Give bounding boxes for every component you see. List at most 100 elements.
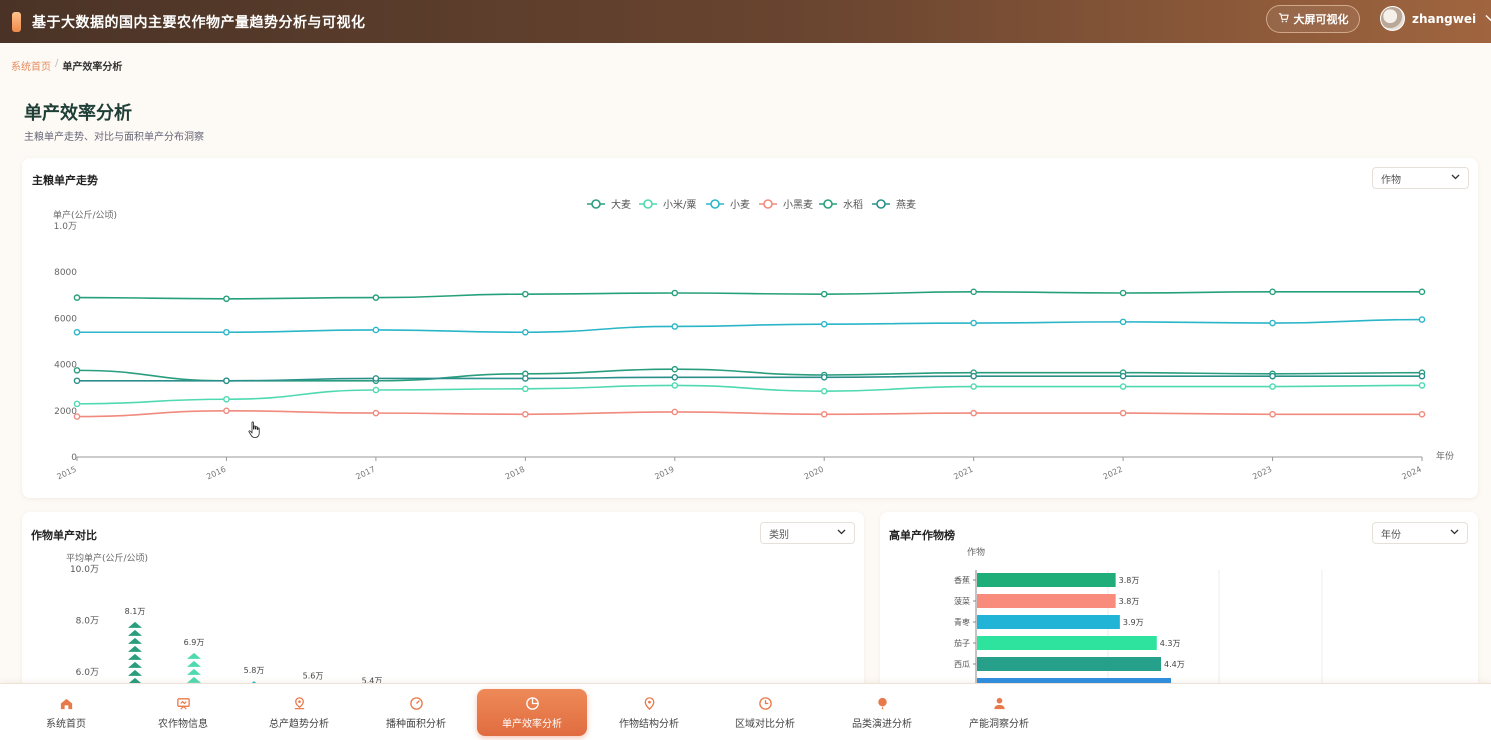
data-label: 3.8万 bbox=[1119, 597, 1140, 606]
data-point bbox=[820, 320, 828, 328]
user-menu[interactable]: zhangwei bbox=[1380, 6, 1491, 31]
data-label: 5.6万 bbox=[303, 671, 324, 680]
bar: 西瓜 4.4万 bbox=[954, 657, 1185, 671]
bar: 5.4万 bbox=[362, 676, 383, 685]
bottom-nav: 系统首页 农作物信息 总产趋势分析 播种面积分析 单产效率分析 作物结构分析 区域对比分析 品… bbox=[0, 683, 1491, 740]
nav-item-label: 单产效率分析 bbox=[502, 718, 562, 730]
data-point bbox=[970, 409, 977, 417]
data-point bbox=[73, 328, 81, 336]
data-point bbox=[970, 319, 977, 327]
bar-rect bbox=[977, 573, 1116, 587]
nav-item-9[interactable]: 产能洞察分析 bbox=[944, 689, 1054, 736]
nav-item-label: 农作物信息 bbox=[158, 718, 208, 730]
data-point bbox=[970, 383, 977, 390]
data-point bbox=[820, 290, 828, 298]
nav-item-6[interactable]: 作物结构分析 bbox=[594, 689, 704, 736]
data-point bbox=[671, 408, 679, 416]
legend-item: 小黑麦 bbox=[759, 199, 813, 211]
x-tick-label: 2018 bbox=[504, 465, 526, 482]
nav-item-7[interactable]: 区域对比分析 bbox=[710, 689, 820, 736]
data-point bbox=[1119, 289, 1127, 297]
data-point bbox=[1119, 409, 1127, 417]
data-point bbox=[223, 407, 230, 415]
x-tick-label: 2019 bbox=[653, 465, 675, 482]
category-select[interactable]: 类别 bbox=[760, 522, 855, 544]
username: zhangwei bbox=[1412, 11, 1477, 26]
series-line bbox=[76, 291, 1422, 300]
data-point bbox=[671, 382, 679, 389]
bigscreen-button[interactable]: 大屏可视化 bbox=[1266, 5, 1360, 33]
nav-item-label: 总产趋势分析 bbox=[269, 718, 329, 730]
avatar[interactable] bbox=[1380, 6, 1405, 31]
legend-item: 燕麦 bbox=[872, 199, 916, 211]
clock-icon bbox=[757, 696, 773, 712]
crop-select[interactable]: 作物 bbox=[1372, 167, 1469, 189]
nav-item-2[interactable]: 农作物信息 bbox=[128, 689, 238, 736]
home-icon bbox=[58, 696, 74, 712]
legend-marker bbox=[763, 199, 773, 209]
data-point bbox=[1119, 383, 1127, 390]
y-tick-label: 2000 bbox=[54, 407, 77, 417]
data-point bbox=[671, 323, 679, 330]
data-point bbox=[522, 385, 529, 393]
series-line bbox=[76, 368, 1423, 382]
legend-item: 水稻 bbox=[819, 199, 863, 211]
nav-item-5[interactable]: 单产效率分析 bbox=[477, 689, 587, 736]
bar-segment bbox=[187, 652, 201, 659]
bar-segment bbox=[128, 645, 142, 652]
bar: 8.1万 bbox=[125, 607, 146, 692]
legend-marker bbox=[823, 199, 833, 209]
breadcrumb-separator: / bbox=[55, 58, 59, 69]
cart-icon bbox=[1278, 12, 1289, 26]
y-tick-label: 10.0万 bbox=[70, 565, 99, 575]
nav-item-4[interactable]: 播种面积分析 bbox=[361, 689, 471, 736]
board-icon bbox=[175, 696, 191, 712]
series-line bbox=[77, 318, 1423, 334]
legend-item: 小米/粟 bbox=[639, 198, 696, 211]
data-point bbox=[73, 400, 81, 408]
series-line bbox=[76, 384, 1423, 405]
top-header: 基于大数据的国内主要农作物产量趋势分析与可视化 大屏可视化 zhangwei bbox=[0, 0, 1491, 43]
x-tick-label: 2017 bbox=[354, 465, 376, 482]
legend-label: 小麦 bbox=[730, 199, 750, 211]
page-subtitle: 主粮单产走势、对比与面积单产分布洞察 bbox=[24, 132, 204, 143]
category-label: 茄子 bbox=[954, 638, 970, 648]
x-tick-label: 2023 bbox=[1251, 465, 1273, 482]
data-point bbox=[1418, 372, 1426, 380]
x-tick-label: 2021 bbox=[952, 465, 974, 482]
data-point bbox=[970, 288, 977, 296]
nav-item-8[interactable]: 品类演进分析 bbox=[827, 689, 937, 736]
nav-item-label: 播种面积分析 bbox=[386, 718, 446, 730]
bar-segment bbox=[128, 661, 142, 668]
data-label: 8.1万 bbox=[125, 607, 146, 616]
nav-item-label: 作物结构分析 bbox=[619, 718, 679, 730]
nav-item-3[interactable]: 总产趋势分析 bbox=[244, 689, 354, 736]
legend-marker bbox=[643, 199, 653, 209]
data-label: 5.4万 bbox=[362, 676, 383, 685]
data-point bbox=[1269, 319, 1276, 327]
nav-item-1[interactable]: 系统首页 bbox=[11, 689, 121, 736]
bar-segment bbox=[187, 668, 201, 675]
breadcrumb-home[interactable]: 系统首页 bbox=[11, 62, 51, 73]
data-point bbox=[1418, 410, 1426, 418]
category-label: 青枣 bbox=[954, 617, 970, 627]
gauge-icon bbox=[408, 696, 424, 712]
bar-segment bbox=[187, 660, 201, 667]
legend-item: 大麦 bbox=[587, 198, 631, 211]
data-point bbox=[671, 365, 679, 373]
data-point bbox=[223, 295, 230, 303]
year-select[interactable]: 年份 bbox=[1372, 522, 1468, 544]
data-point bbox=[522, 375, 529, 382]
legend-label: 大麦 bbox=[611, 198, 631, 211]
x-tick-label: 2016 bbox=[205, 465, 227, 482]
chevron-down-icon[interactable] bbox=[1485, 12, 1491, 25]
breadcrumb-current: 单产效率分析 bbox=[62, 62, 123, 73]
trend-lines bbox=[73, 288, 1426, 420]
legend-marker bbox=[876, 199, 886, 209]
bar: 茄子 4.3万 bbox=[954, 636, 1181, 650]
data-point bbox=[223, 377, 230, 385]
bar-rect bbox=[977, 657, 1161, 671]
data-point bbox=[1269, 410, 1276, 418]
compare-bar-chart: 平均单产(公斤/公顷) 6.0万 8.0万 10.0万 8.1万 6.9万 5.8万 5.6万… bbox=[66, 552, 383, 692]
